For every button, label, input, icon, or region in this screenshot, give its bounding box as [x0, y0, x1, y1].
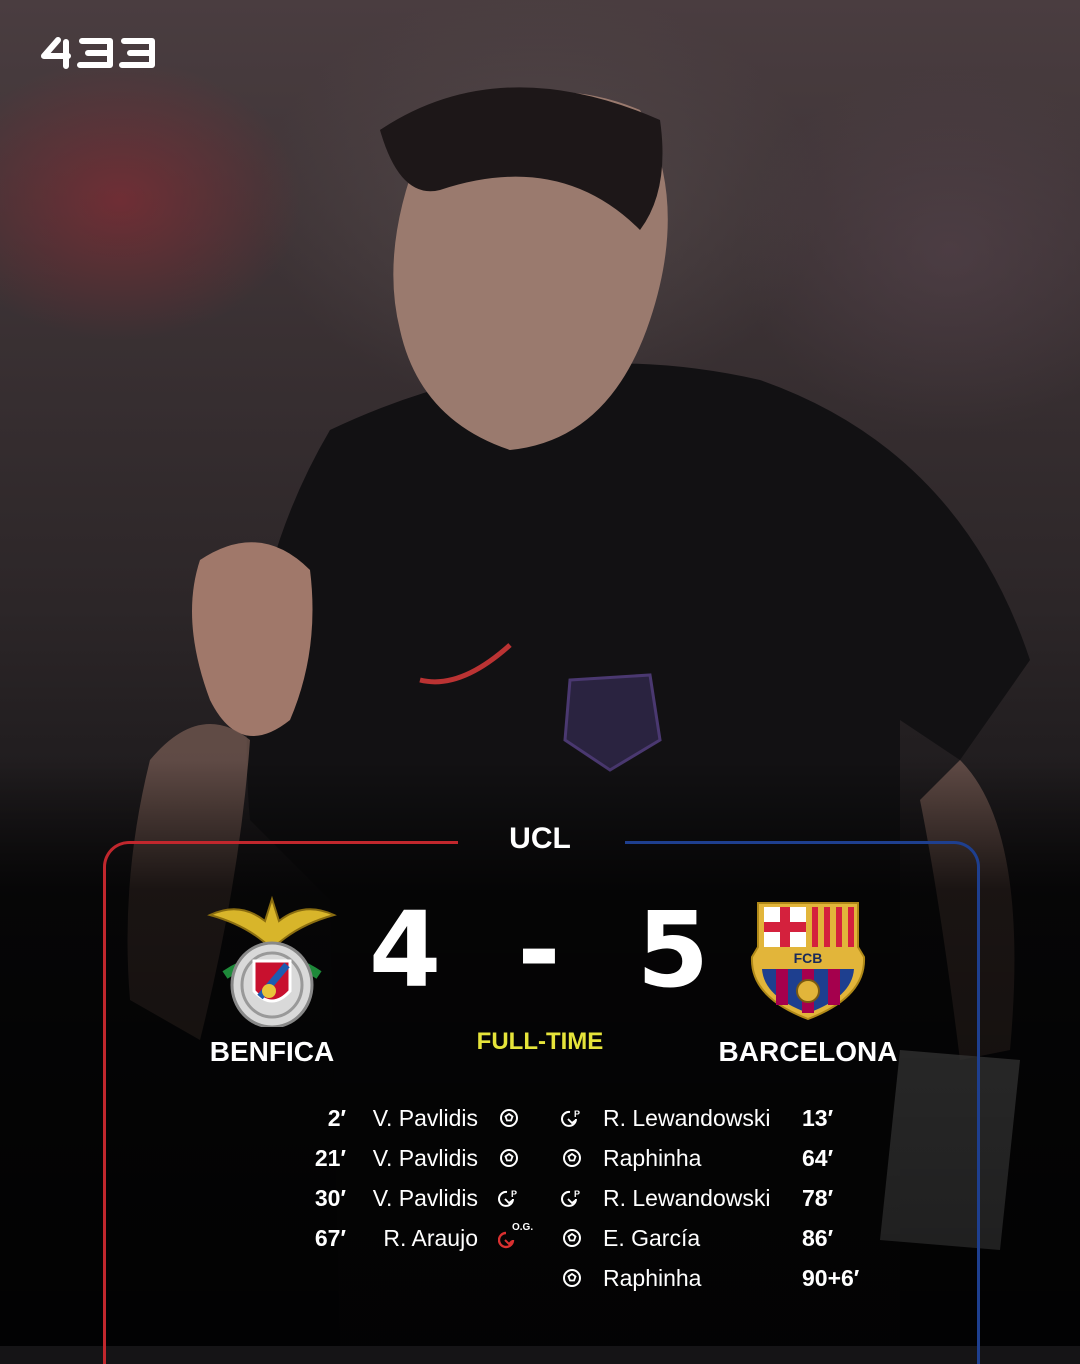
ball-icon	[563, 1269, 581, 1287]
home-team-name: BENFICA	[209, 1036, 335, 1067]
away-goal-row: Raphinha 64′	[0, 1140, 1080, 1176]
goal-minute: 86′	[802, 1225, 834, 1251]
scorer-name: R. Lewandowski	[603, 1185, 771, 1211]
scorer-name: R. Araujo	[383, 1225, 478, 1251]
barcelona-crest: FCB	[750, 902, 866, 1021]
scorer-name: Raphinha	[603, 1265, 702, 1291]
match-status: FULL-TIME	[476, 1028, 604, 1055]
scorer-name: Raphinha	[603, 1145, 702, 1171]
crest-lettering: FCB	[794, 950, 823, 966]
goal-minute: 13′	[802, 1105, 834, 1131]
away-team-name: BARCELONA	[718, 1036, 898, 1067]
home-goal-row: 2′ V. Pavlidis	[0, 1100, 540, 1136]
scorer-name: V. Pavlidis	[372, 1145, 478, 1171]
ball-icon	[563, 1229, 581, 1247]
home-goal-row: 30′ V. Pavlidis	[0, 1180, 540, 1216]
away-frame-line	[625, 841, 980, 1364]
penalty-icon	[561, 1108, 582, 1127]
scorer-name: V. Pavlidis	[372, 1185, 478, 1211]
scoreline: 4 - 5	[360, 895, 720, 1005]
goal-minute: 90+6′	[802, 1265, 860, 1291]
goal-minute: 64′	[802, 1145, 834, 1171]
home-goal-row: 67′ R. Araujo O.G.	[0, 1220, 540, 1256]
goal-minute: 30′	[314, 1185, 346, 1211]
ball-icon	[563, 1149, 581, 1167]
away-score: 5	[636, 889, 712, 1011]
brand-logo	[41, 37, 155, 69]
away-goal-row: R. Lewandowski 13′	[0, 1100, 1080, 1136]
away-goal-row: E. García 86′	[0, 1220, 1080, 1256]
home-frame-line	[103, 841, 458, 1364]
away-goal-row: Raphinha 90+6′	[0, 1260, 1080, 1296]
home-goal-row: 21′ V. Pavlidis	[0, 1140, 540, 1176]
scorer-name: V. Pavlidis	[372, 1105, 478, 1131]
goal-minute: 2′	[327, 1105, 346, 1131]
goal-minute: 21′	[314, 1145, 346, 1171]
home-score: 4	[368, 889, 444, 1011]
goal-minute: 67′	[314, 1225, 346, 1251]
scorer-name: E. García	[603, 1225, 701, 1251]
goal-minute: 78′	[802, 1185, 834, 1211]
benfica-crest	[207, 895, 337, 1027]
own-goal-badge: O.G.	[512, 1222, 534, 1233]
score-separator: -	[517, 889, 563, 1011]
competition-label: UCL	[509, 822, 571, 855]
scorer-name: R. Lewandowski	[603, 1105, 771, 1131]
penalty-icon	[561, 1188, 582, 1207]
away-goal-row: R. Lewandowski 78′	[0, 1180, 1080, 1216]
score-overlay-shade	[0, 760, 1080, 1346]
